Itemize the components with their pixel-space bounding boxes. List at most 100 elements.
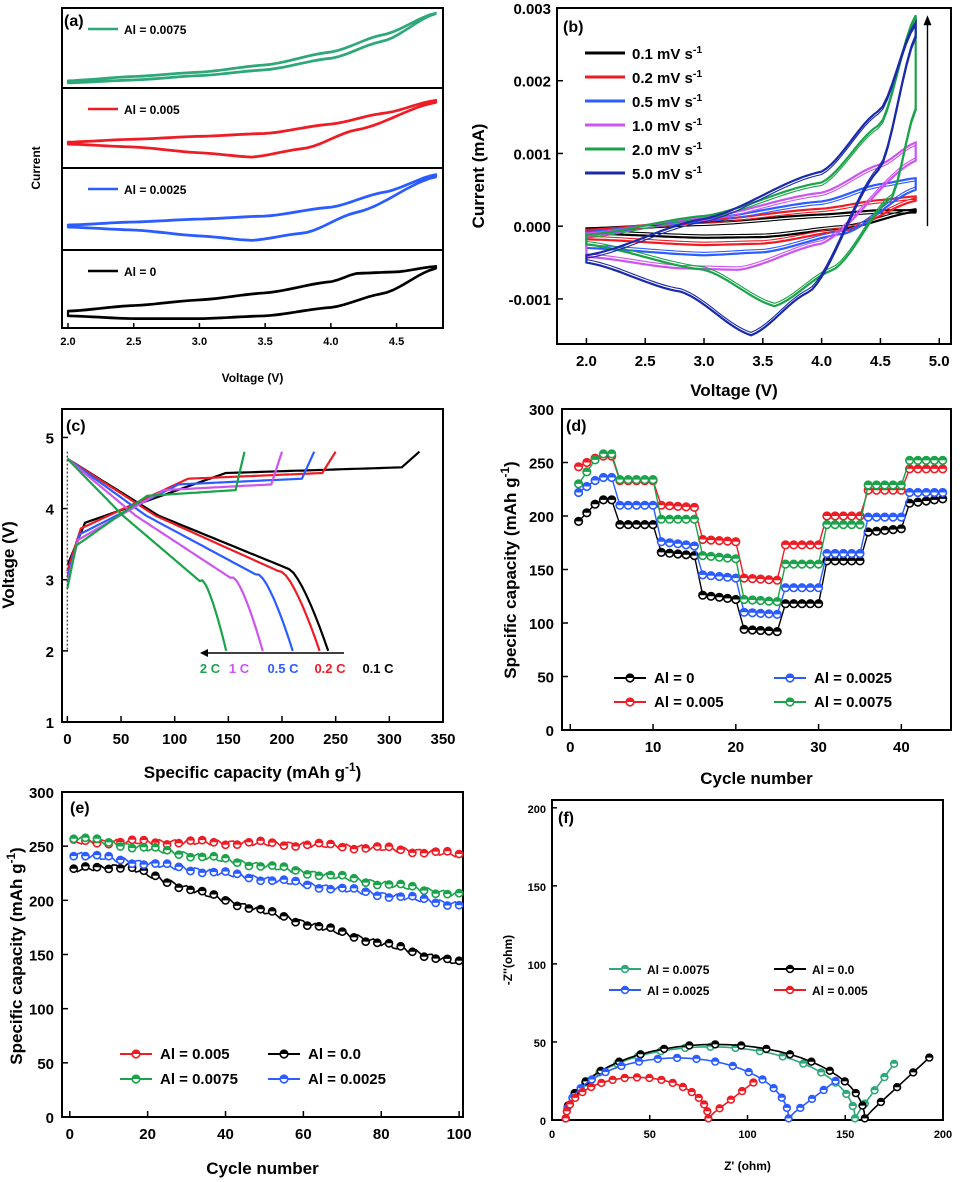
cycling-point-e-fill xyxy=(432,890,440,894)
x-tick-label-c: 100 xyxy=(162,731,187,748)
cycling-point-e-fill xyxy=(315,884,323,889)
x-tick-label-c: 350 xyxy=(430,731,455,748)
cycling-point-e-fill xyxy=(128,836,136,840)
x-tick-label-b: 2.0 xyxy=(576,353,597,370)
legend-marker-f-fill xyxy=(786,986,794,990)
cycling-point-e-fill xyxy=(432,955,440,959)
x-tick-label-e: 100 xyxy=(447,1126,472,1143)
cycling-point-e-fill xyxy=(303,881,311,885)
cycling-point-e-fill xyxy=(140,861,148,865)
nyquist-point-f-fill xyxy=(673,1054,681,1058)
y-tick-label-b: -0.001 xyxy=(508,292,551,309)
nyquist-point-f-fill xyxy=(615,1058,623,1062)
nyquist-point-f-fill xyxy=(763,1045,770,1049)
cycling-point-e-fill xyxy=(420,886,428,891)
cycling-point-e-fill xyxy=(105,838,113,843)
rate-point-d-fill xyxy=(847,557,856,561)
rate-point-d-fill xyxy=(599,473,608,478)
rate-point-d-fill xyxy=(847,549,856,554)
cycling-point-e-fill xyxy=(70,852,78,857)
cycling-point-e-fill xyxy=(443,847,451,852)
nyquist-point-f-fill xyxy=(633,1074,641,1078)
rate-point-d-fill xyxy=(789,583,798,588)
legend-label-f: Al = 0.0075 xyxy=(647,963,710,977)
cycling-point-e-fill xyxy=(198,853,206,857)
rate-point-d-fill xyxy=(930,488,939,493)
nyquist-point-f-fill xyxy=(711,1041,719,1045)
cycling-point-e-fill xyxy=(105,852,113,857)
cv-loop-b-2 xyxy=(585,23,917,333)
nyquist-point-f-fill xyxy=(851,1115,859,1119)
nyquist-point-f-fill xyxy=(893,1083,901,1088)
rate-point-d-fill xyxy=(847,520,856,525)
cycling-point-e-fill xyxy=(303,841,311,845)
legend-marker-e-fill xyxy=(132,1050,140,1054)
cycling-point-e-fill xyxy=(105,865,113,869)
scan-rate-arrow-head xyxy=(923,15,932,26)
cycling-point-e-fill xyxy=(140,836,148,841)
rate-point-d-fill xyxy=(740,574,748,579)
cycling-point-e-fill xyxy=(408,948,416,952)
rate-point-d-fill xyxy=(641,501,649,506)
cycling-point-e-fill xyxy=(116,838,124,843)
cycling-point-e-fill xyxy=(93,835,101,839)
rate-point-d-fill xyxy=(624,520,632,525)
nyquist-point-f-fill xyxy=(688,1088,696,1093)
panel-b: 2.0 2.5 3.0 3.5 4.0 4.5 5.0 0.003 0.002 0.001 0.00… xyxy=(469,1,952,400)
cycling-point-e-fill xyxy=(385,939,393,944)
rate-point-d-fill xyxy=(773,597,781,602)
cycling-point-e-fill xyxy=(338,884,346,888)
cycling-point-e-fill xyxy=(116,864,124,869)
y-tick-label-f: 50 xyxy=(534,1038,546,1050)
nyquist-point-f-fill xyxy=(587,1083,595,1087)
x-axis-label-f: Z' (ohm) xyxy=(724,1159,771,1173)
cycling-point-e-fill xyxy=(128,860,136,864)
nyquist-point-f-fill xyxy=(588,1076,596,1080)
rate-point-d-fill xyxy=(649,520,657,525)
cycling-point-e-fill xyxy=(338,843,346,848)
y-axis-label-a: Current xyxy=(29,146,43,189)
panel-f: 0 50 100 150 200 200 150 100 50 0 Z' (ohm) -Z''(ohm… xyxy=(501,799,952,1173)
charge-curve-c xyxy=(66,451,337,572)
rate-point-d-fill xyxy=(872,481,881,485)
legend-label-f: Al = 0.005 xyxy=(812,984,868,998)
y-tick-label-e: 250 xyxy=(29,839,54,856)
x-tick-label-b: 3.0 xyxy=(694,353,715,370)
rate-point-d-fill xyxy=(789,541,798,545)
rate-point-d-fill xyxy=(657,548,666,553)
rate-point-d-fill xyxy=(839,557,848,561)
nyquist-point-f-fill xyxy=(861,1115,869,1119)
legend-label-a: Al = 0.0075 xyxy=(124,23,187,37)
rate-point-d-fill xyxy=(707,552,715,557)
nyquist-point-f-fill xyxy=(925,1054,933,1058)
nyquist-point-f-fill xyxy=(808,1058,815,1062)
y-tick-label-d: 250 xyxy=(529,456,554,473)
cycling-point-e-fill xyxy=(373,842,381,847)
rate-point-d-fill xyxy=(748,609,757,613)
rate-point-d-fill xyxy=(632,520,641,525)
rate-point-d-fill xyxy=(707,536,715,541)
rate-point-d-fill xyxy=(649,475,657,480)
x-tick-label-a: 3.0 xyxy=(192,336,207,348)
rate-point-d-fill xyxy=(773,610,781,615)
rate-point-d-fill xyxy=(583,509,591,513)
rate-point-d-fill xyxy=(698,551,707,556)
rate-point-d-fill xyxy=(583,458,591,463)
rate-point-d-fill xyxy=(583,468,591,472)
cycling-point-e-fill xyxy=(221,841,230,845)
x-tick-label-e: 60 xyxy=(295,1126,312,1143)
rate-point-d-fill xyxy=(591,476,599,481)
rate-point-d-fill xyxy=(665,515,674,520)
rate-point-d-fill xyxy=(607,473,616,478)
cycling-point-e-fill xyxy=(292,877,300,881)
rate-point-d-fill xyxy=(905,488,914,493)
rate-point-d-fill xyxy=(765,610,773,614)
cycling-point-e-fill xyxy=(245,838,253,843)
discharge-curve-c xyxy=(66,457,264,652)
cycling-point-e-fill xyxy=(70,865,78,869)
nyquist-point-f-fill xyxy=(563,1107,571,1112)
cycling-point-e-fill xyxy=(292,866,300,871)
rate-point-d-fill xyxy=(715,572,724,577)
rate-point-d-fill xyxy=(698,591,707,596)
cycling-point-e-fill xyxy=(268,839,276,843)
